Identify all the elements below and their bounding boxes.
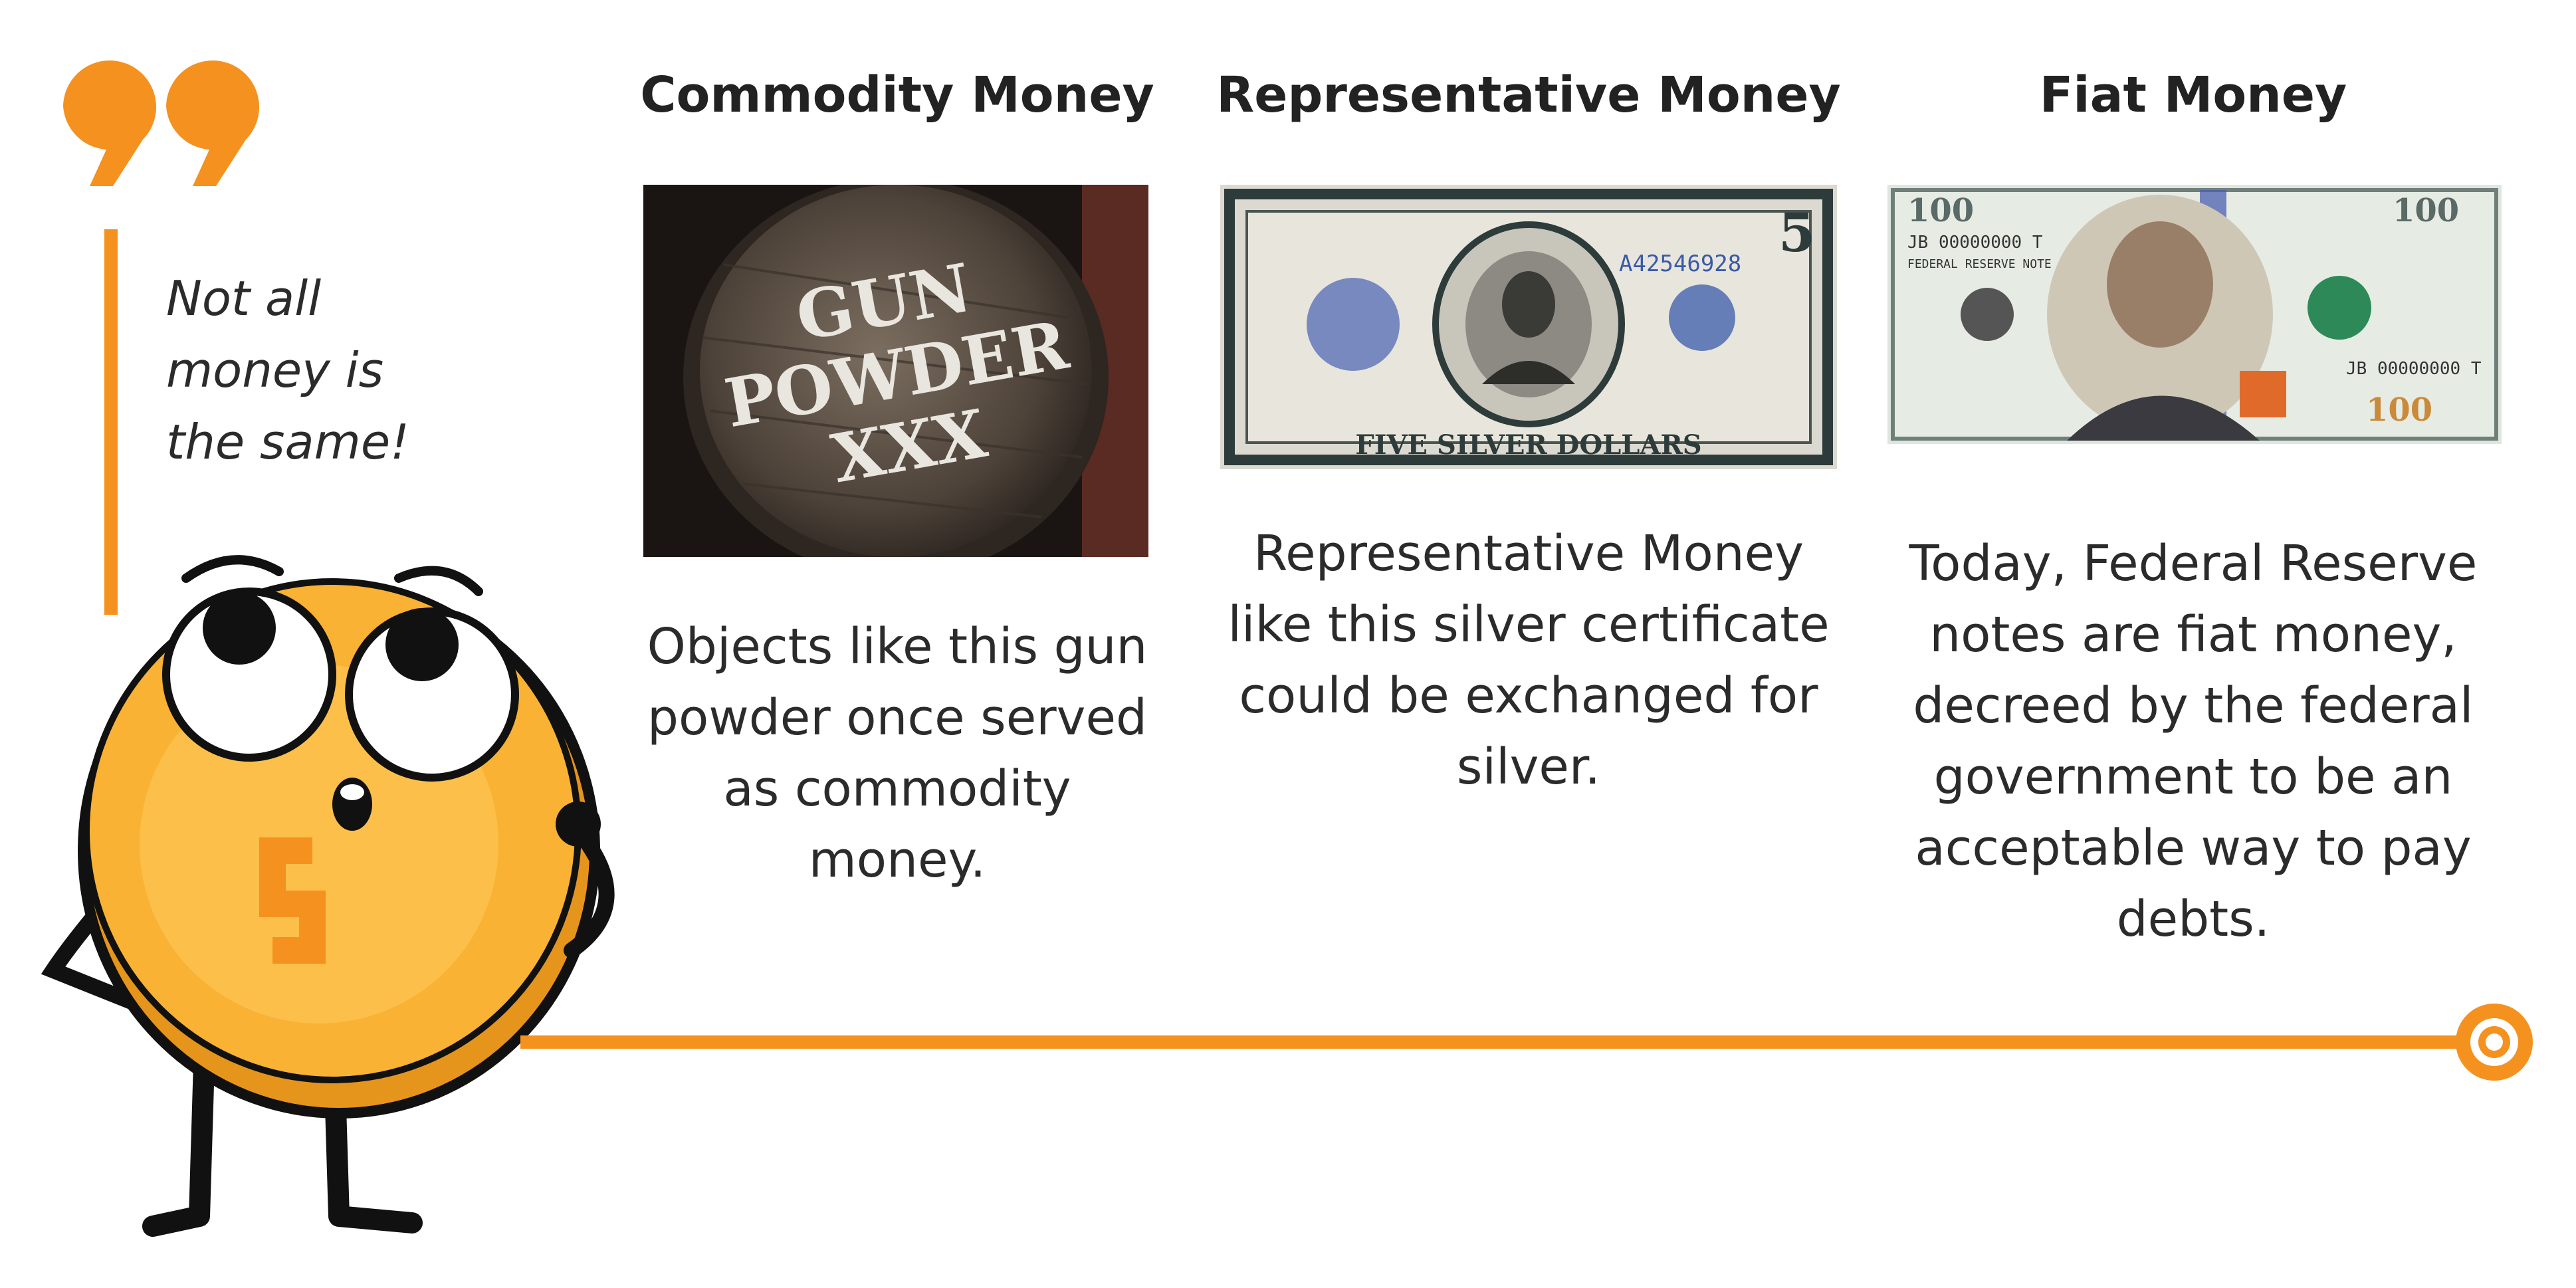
timeline-line xyxy=(520,1035,2488,1049)
bill-denomination-top-left: 100 xyxy=(1907,192,1974,229)
quote-marks-icon xyxy=(63,60,259,186)
tagline: Not all money is the same! xyxy=(166,270,409,470)
fiat-money-description: Today, Federal Reserve notes are fiat mo… xyxy=(1909,535,2478,948)
coin-mascot xyxy=(41,555,615,1237)
commodity-money-title: Commodity Money xyxy=(640,66,1154,124)
bill-serial-right: JB 00000000 T xyxy=(2346,359,2482,379)
timeline-end-icon xyxy=(2456,1004,2533,1081)
cert-serial: A42546928 xyxy=(1619,251,1741,277)
bill-caption: FEDERAL RESERVE NOTE xyxy=(1907,257,2052,271)
commodity-money-description: Objects like this gun powder once served… xyxy=(647,618,1148,889)
fiat-money-title: Fiat Money xyxy=(2039,66,2347,124)
representative-money-description: Representative Money like this silver ce… xyxy=(1228,525,1830,796)
cert-caption: FIVE SILVER DOLLARS xyxy=(1355,429,1701,461)
representative-money-title: Representative Money xyxy=(1216,66,1841,124)
silver-certificate-image: A42546928 FIVE SILVER DOLLARS 5 xyxy=(1220,185,1837,469)
bill-denomination-top-right: 100 xyxy=(2393,192,2459,229)
bill-denomination-bottom-right: 100 xyxy=(2366,391,2432,429)
gun-powder-barrel-image: GUN POWDER XXX xyxy=(643,185,1148,557)
cert-denomination: 5 xyxy=(1778,201,1816,264)
bill-serial-left: JB 00000000 T xyxy=(1907,233,2043,253)
quote-line xyxy=(104,229,118,615)
hundred-dollar-bill-image: 100 100 100 JB 00000000 T JB 00000000 T … xyxy=(1887,185,2502,444)
